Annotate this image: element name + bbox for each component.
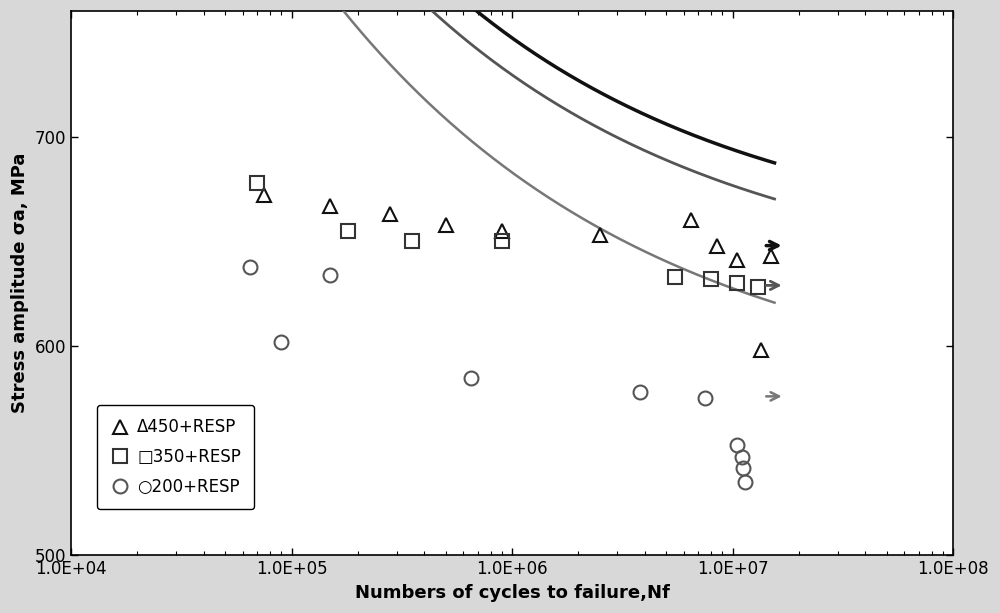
X-axis label: Numbers of cycles to failure,Nf: Numbers of cycles to failure,Nf xyxy=(355,584,669,602)
Legend: Δ450+RESP, □350+RESP, ○200+RESP: Δ450+RESP, □350+RESP, ○200+RESP xyxy=(97,405,254,509)
Y-axis label: Stress amplitude σa, MPa: Stress amplitude σa, MPa xyxy=(11,153,29,414)
